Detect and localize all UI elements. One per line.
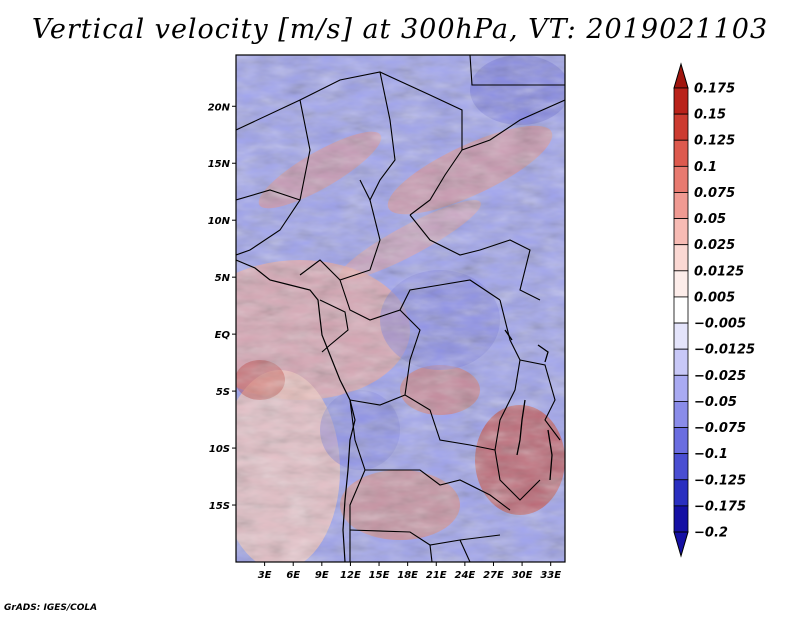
- lon-tick-label: 21E: [426, 570, 447, 581]
- lon-tick-label: 15E: [369, 570, 390, 581]
- lat-tick-label: 10N: [208, 216, 231, 227]
- colorbar-segment: [673, 270, 689, 298]
- colorbar-label: −0.1: [694, 447, 728, 462]
- colorbar-label: 0.005: [694, 290, 735, 305]
- colorbar-label: 0.05: [694, 212, 726, 227]
- colorbar-label: −0.05: [694, 395, 737, 410]
- colorbar-label: −0.0125: [694, 343, 755, 358]
- lat-tick-label: 15S: [209, 501, 230, 512]
- lon-tick-label: 33E: [540, 570, 561, 581]
- lakes: [504, 329, 553, 481]
- lon-tick-label: 24E: [454, 570, 475, 581]
- colorbar-label: −0.075: [694, 421, 746, 436]
- colorbar-label: −0.2: [694, 526, 728, 541]
- colorbar-label: 0.1: [694, 160, 717, 175]
- lon-tick-label: 3E: [258, 570, 272, 581]
- colorbar-segment: [673, 401, 689, 428]
- lon-tick-label: 18E: [397, 570, 418, 581]
- colorbar-segment: [673, 479, 689, 507]
- colorbar: 0.175 0.15 0.125 0.1 0.075 0.05 0.025 0.0125 0.0…: [673, 62, 755, 558]
- colorbar-segment: [673, 244, 689, 272]
- colorbar-label: 0.15: [694, 108, 726, 123]
- colorbar-label: −0.175: [694, 499, 746, 514]
- colorbar-segment: [673, 505, 689, 533]
- lon-tick-label: 12E: [340, 570, 361, 581]
- lat-tick-label: 20N: [208, 102, 231, 113]
- colorbar-segment: [673, 296, 689, 324]
- colorbar-segment: [673, 453, 689, 481]
- lon-tick-label: 6E: [286, 570, 300, 581]
- map-frame: [235, 54, 566, 563]
- lat-tick-label: 5N: [215, 273, 231, 284]
- plot-title: Vertical velocity [m/s] at 300hPa, VT: 2…: [31, 14, 769, 45]
- colorbar-segment: [673, 218, 689, 246]
- colorbar-segment: [673, 427, 689, 455]
- lon-tick-label: 9E: [315, 570, 329, 581]
- longitude-axis: 3E 6E 9E 12E 15E 18E 21E 24E 27E 30E 33E: [258, 562, 561, 581]
- colorbar-segment: [673, 374, 689, 402]
- software-credit: GrADS: IGES/COLA: [4, 603, 98, 613]
- colorbar-label: 0.125: [694, 134, 735, 149]
- colorbar-label: −0.125: [694, 473, 746, 488]
- colorbar-segment: [673, 139, 689, 167]
- country-borders: [236, 55, 565, 562]
- colorbar-segment: [673, 113, 689, 141]
- colorbar-label: 0.0125: [694, 264, 744, 279]
- colorbar-label: −0.005: [694, 317, 746, 332]
- colorbar-label: 0.075: [694, 186, 735, 201]
- lat-tick-label: 10S: [209, 444, 230, 455]
- colorbar-segment: [673, 192, 689, 219]
- colorbar-segment: [673, 322, 689, 350]
- colorbar-label: −0.025: [694, 369, 746, 384]
- colorbar-segment: [673, 348, 689, 376]
- lat-tick-label: EQ: [215, 330, 231, 341]
- lon-tick-label: 30E: [512, 570, 533, 581]
- colorbar-segment: [673, 87, 689, 115]
- colorbar-bottom-arrow: [673, 531, 689, 558]
- colorbar-top-arrow: [673, 62, 689, 89]
- lon-tick-label: 27E: [483, 570, 504, 581]
- colorbar-segment: [673, 165, 689, 193]
- lat-tick-label: 5S: [216, 387, 230, 398]
- latitude-axis: 20N 15N 10N 5N EQ 5S 10S 15S: [208, 102, 236, 512]
- coastline: [236, 259, 356, 562]
- colorbar-label: 0.175: [694, 82, 735, 97]
- velocity-field: [236, 55, 565, 562]
- colorbar-label: 0.025: [694, 238, 735, 253]
- lat-tick-label: 15N: [208, 159, 231, 170]
